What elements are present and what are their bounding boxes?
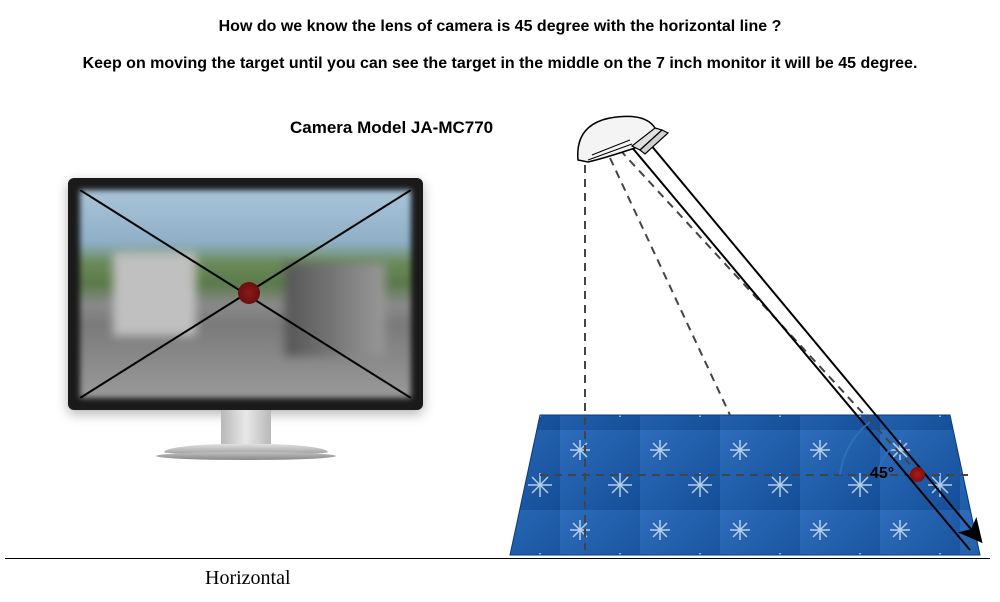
monitor-center-target-dot bbox=[238, 282, 260, 304]
horizontal-axis-label: Horizontal bbox=[205, 567, 291, 590]
monitor bbox=[68, 178, 423, 488]
monitor-stand-neck bbox=[221, 410, 271, 444]
camera-ray-inner bbox=[610, 158, 730, 415]
angle-degree-label: 45° bbox=[870, 465, 894, 483]
target-dot bbox=[910, 467, 925, 482]
monitor-stand-foot bbox=[156, 452, 336, 460]
heading-instruction: Keep on moving the target until you can … bbox=[0, 55, 1000, 73]
camera-angle-diagram bbox=[480, 110, 990, 560]
heading-question: How do we know the lens of camera is 45 … bbox=[0, 18, 1000, 36]
horizontal-baseline bbox=[5, 558, 990, 559]
floor-surface bbox=[510, 415, 980, 555]
camera-icon bbox=[578, 116, 668, 162]
camera-model-label: Camera Model JA-MC770 bbox=[290, 118, 493, 138]
monitor-bezel bbox=[68, 178, 423, 410]
